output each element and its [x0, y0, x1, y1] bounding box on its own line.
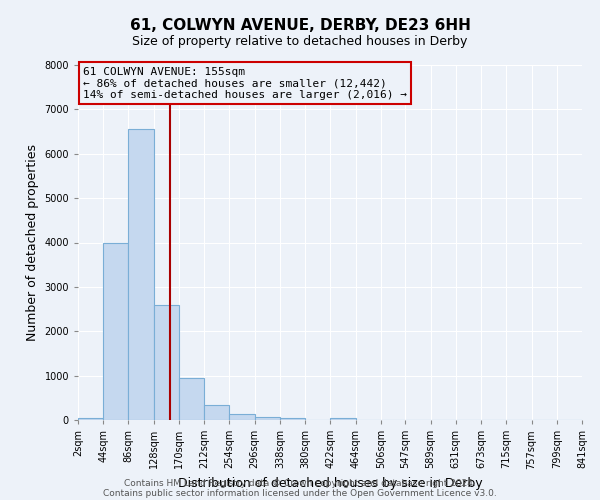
Bar: [229, 414, 254, 420]
Bar: [179, 378, 204, 420]
Bar: [204, 406, 229, 420]
X-axis label: Distribution of detached houses by size in Derby: Distribution of detached houses by size …: [178, 477, 482, 490]
Y-axis label: Number of detached properties: Number of detached properties: [26, 144, 39, 341]
Bar: [331, 418, 356, 420]
Text: Contains public sector information licensed under the Open Government Licence v3: Contains public sector information licen…: [103, 488, 497, 498]
Bar: [254, 418, 280, 420]
Bar: [128, 130, 154, 420]
Bar: [154, 304, 179, 420]
Text: Size of property relative to detached houses in Derby: Size of property relative to detached ho…: [133, 35, 467, 48]
Text: 61, COLWYN AVENUE, DERBY, DE23 6HH: 61, COLWYN AVENUE, DERBY, DE23 6HH: [130, 18, 470, 32]
Bar: [78, 418, 103, 420]
Bar: [103, 242, 128, 420]
Bar: [280, 418, 305, 420]
Text: Contains HM Land Registry data © Crown copyright and database right 2024.: Contains HM Land Registry data © Crown c…: [124, 478, 476, 488]
Text: 61 COLWYN AVENUE: 155sqm
← 86% of detached houses are smaller (12,442)
14% of se: 61 COLWYN AVENUE: 155sqm ← 86% of detach…: [83, 67, 407, 100]
